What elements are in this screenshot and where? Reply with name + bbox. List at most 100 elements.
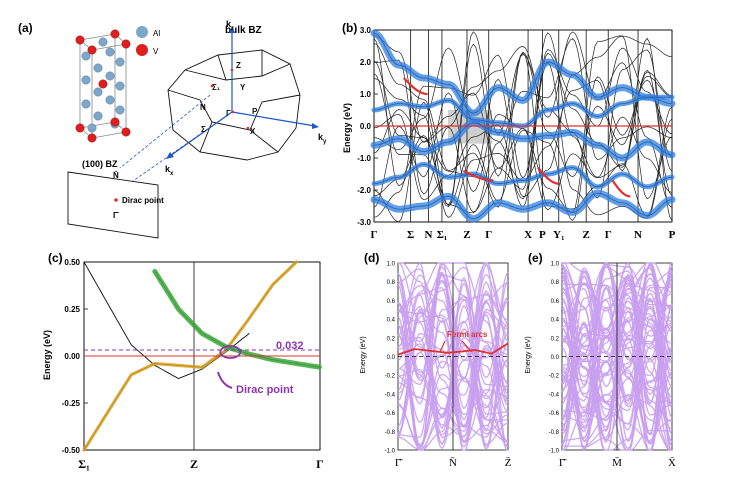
y-tick-label: 1.0	[387, 262, 396, 268]
kpath-tick-label: Σ₁	[78, 457, 90, 471]
thin-band	[373, 47, 673, 200]
y-tick-label: -0.4	[549, 392, 560, 398]
legend-al-atom	[136, 26, 148, 38]
thin-band	[373, 76, 673, 223]
al-atom	[81, 51, 91, 61]
fermi-arcs-arrow	[461, 340, 473, 353]
kpath-tick-label: Σ	[407, 229, 414, 241]
v-atom	[87, 133, 97, 143]
y-tick-label: -0.8	[385, 430, 396, 436]
dirac-level-value: 0.032	[276, 340, 304, 352]
kpath-tick-label: X̄	[668, 457, 676, 469]
projection-line	[119, 111, 233, 191]
bz-edge	[211, 121, 279, 153]
panel-e-ylabel: Energy (eV)	[525, 336, 532, 373]
y-tick-label: 0.25	[64, 305, 80, 314]
bz-outline	[167, 49, 301, 161]
y-tick-label: -0.2	[549, 374, 560, 380]
kpath-tick-label: Σ₁	[437, 229, 448, 241]
panel-d-label: (d)	[364, 251, 379, 265]
band-weight-red	[462, 169, 494, 182]
y-tick-label: -2.0	[357, 186, 371, 195]
al-atom	[93, 111, 103, 121]
ky-axis	[231, 111, 316, 127]
v-atom	[110, 29, 120, 39]
sym-dot	[210, 84, 214, 88]
surface-bz-plane	[67, 171, 159, 239]
v-atom	[87, 45, 97, 55]
dirac-point-marker	[219, 345, 242, 359]
band-weight-red	[537, 166, 559, 185]
band-weight-red	[402, 77, 428, 96]
y-tick-label: 2.0	[360, 58, 372, 67]
point-y: Y	[240, 83, 246, 92]
band-weight-blue	[371, 161, 675, 190]
al-atom	[81, 75, 91, 85]
surface-dirac-label: Dirac point	[122, 196, 164, 205]
y-tick-label: 0.00	[64, 352, 80, 361]
al-atom	[115, 81, 125, 91]
kx-label: kx	[165, 164, 174, 177]
y-tick-label: -0.4	[385, 392, 396, 398]
y-tick-label: 0.6	[387, 299, 396, 305]
panel-d: (d) Energy (eV) 1.0 0.8 0.6 0.4 0.2 0.0 -0.2 -0…	[360, 251, 512, 469]
y-tick-label: -1.0	[357, 154, 371, 163]
v-atom	[75, 123, 85, 133]
kpath-tick-label: M̄	[612, 457, 622, 469]
v-atom	[75, 35, 85, 45]
point-p: P	[252, 107, 258, 116]
point-sigma1: Σ₁	[212, 83, 221, 92]
y-tick-label: 0.2	[551, 336, 560, 342]
dirac-pointer-arrow	[217, 371, 233, 389]
panel-a-label: (a)	[18, 21, 33, 35]
kpath-tick-label: Z̄	[505, 457, 512, 469]
y-tick-label: 0.8	[387, 280, 396, 286]
al-atom	[87, 123, 97, 133]
point-n: N	[200, 103, 206, 112]
panel-e: (e) Energy (eV) 1.0 0.8 0.6 0.4 0.2 0.0 -0.2 -0…	[525, 251, 676, 469]
projection-line	[119, 94, 211, 169]
thin-band	[373, 32, 673, 193]
panel-c: (c) Energy (eV) Σ₁ Z Γ 0.50 0.25 0.00 -0.25 -0.…	[42, 251, 324, 471]
bz-edge	[249, 94, 301, 131]
point-gamma: Γ	[226, 109, 231, 118]
panel-b-label: (b)	[342, 21, 357, 35]
sym-dot	[246, 126, 250, 130]
al-atom	[115, 57, 125, 67]
sym-dot	[231, 110, 235, 114]
panel-b: (b) Energy (eV) Γ Σ N Σ₁ Z Γ X P Y₁ Z Γ N P3.02.01.0…	[342, 21, 676, 241]
al-atom	[93, 87, 103, 97]
bulk-bz-title: bulk BZ	[225, 25, 262, 36]
panel-d-ylabel: Energy (eV)	[360, 336, 367, 373]
thin-band	[373, 31, 673, 208]
kpath-tick-label: X	[524, 229, 532, 241]
y-tick-label: 0.6	[551, 299, 560, 305]
kpath-tick-label: Z	[463, 229, 470, 241]
panel-e-plot: 1.0 0.8 0.6 0.4 0.2 0.0 -0.2 -0.4 -0.6 -0.8 -1.0 Γ̄…	[549, 262, 676, 470]
surface-point-nbar: N̄	[113, 171, 119, 180]
band-weight-blue	[370, 119, 676, 162]
v-atom	[121, 127, 131, 137]
al-atom	[93, 63, 103, 73]
thin-band	[373, 43, 673, 217]
bz-axes	[119, 26, 319, 191]
y-tick-label: 0.50	[64, 258, 80, 267]
sym-dot	[230, 68, 234, 72]
band-weight-blue	[370, 29, 676, 117]
panel-c-ylabel: Energy (eV)	[42, 330, 52, 380]
panel-b-plot: Γ Σ N Σ₁ Z Γ X P Y₁ Z Γ N P3.02.01.00.0-1.0-2.0-3.0	[357, 26, 675, 241]
y-tick-label: 3.0	[360, 26, 372, 35]
kpath-tick-label: Γ	[485, 229, 492, 241]
y-tick-label: 0.0	[387, 355, 396, 361]
al-atom	[105, 71, 115, 81]
kpath-tick-label: P	[539, 229, 546, 241]
band-weight-blue	[370, 189, 676, 223]
bulk-brillouin-zone	[167, 49, 301, 161]
kpath-tick-label: N̄	[449, 457, 457, 469]
point-x: X	[250, 127, 256, 136]
fermi-arcs-arrow	[439, 340, 446, 353]
y-tick-label: -0.6	[385, 411, 396, 417]
kpath-tick-label: Z	[190, 457, 198, 471]
y-tick-label: -0.50	[62, 446, 81, 455]
green-band	[152, 268, 323, 370]
